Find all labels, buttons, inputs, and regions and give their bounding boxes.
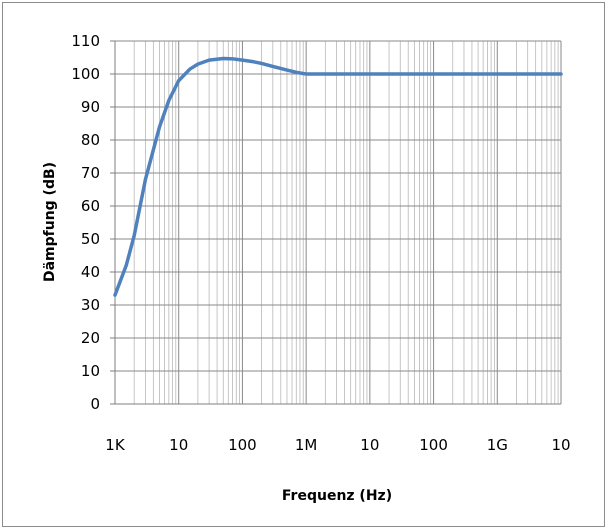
- chart-axes: [110, 40, 561, 405]
- y-tick-label: 40: [81, 263, 100, 281]
- y-tick-label: 80: [81, 131, 100, 149]
- y-tick-label: 110: [71, 32, 100, 50]
- y-tick-label: 100: [71, 65, 100, 83]
- y-tick-label: 30: [81, 296, 100, 314]
- series-layer: [113, 56, 563, 297]
- series-line: [113, 56, 563, 297]
- y-tick-label: 20: [81, 329, 100, 347]
- y-tick-label: 0: [90, 395, 100, 413]
- y-tick-label: 50: [81, 230, 100, 248]
- y-axis-title: Dämpfung (dB): [42, 162, 58, 282]
- x-tick-label: 100: [419, 436, 448, 454]
- y-tick-label: 10: [81, 362, 100, 380]
- x-tick-label: 10: [360, 436, 379, 454]
- x-tick-label: 10: [169, 436, 188, 454]
- y-tick-labels: 0 10 20 30 40 50 60 70 80 90 100 110: [71, 32, 100, 413]
- x-tick-label: 100: [228, 436, 257, 454]
- x-tick-label: 1M: [295, 436, 318, 454]
- x-tick-labels: 1K 10 100 1M 10 100 1G 10: [105, 436, 570, 454]
- x-axis-title: Frequenz (Hz): [282, 488, 392, 504]
- x-tick-label: 10: [551, 436, 570, 454]
- y-tick-label: 90: [81, 98, 100, 116]
- y-tick-label: 70: [81, 164, 100, 182]
- x-tick-label: 1G: [487, 436, 508, 454]
- minor-gridlines: [133, 41, 559, 404]
- x-tick-label: 1K: [105, 436, 126, 454]
- y-tick-label: 60: [81, 197, 100, 215]
